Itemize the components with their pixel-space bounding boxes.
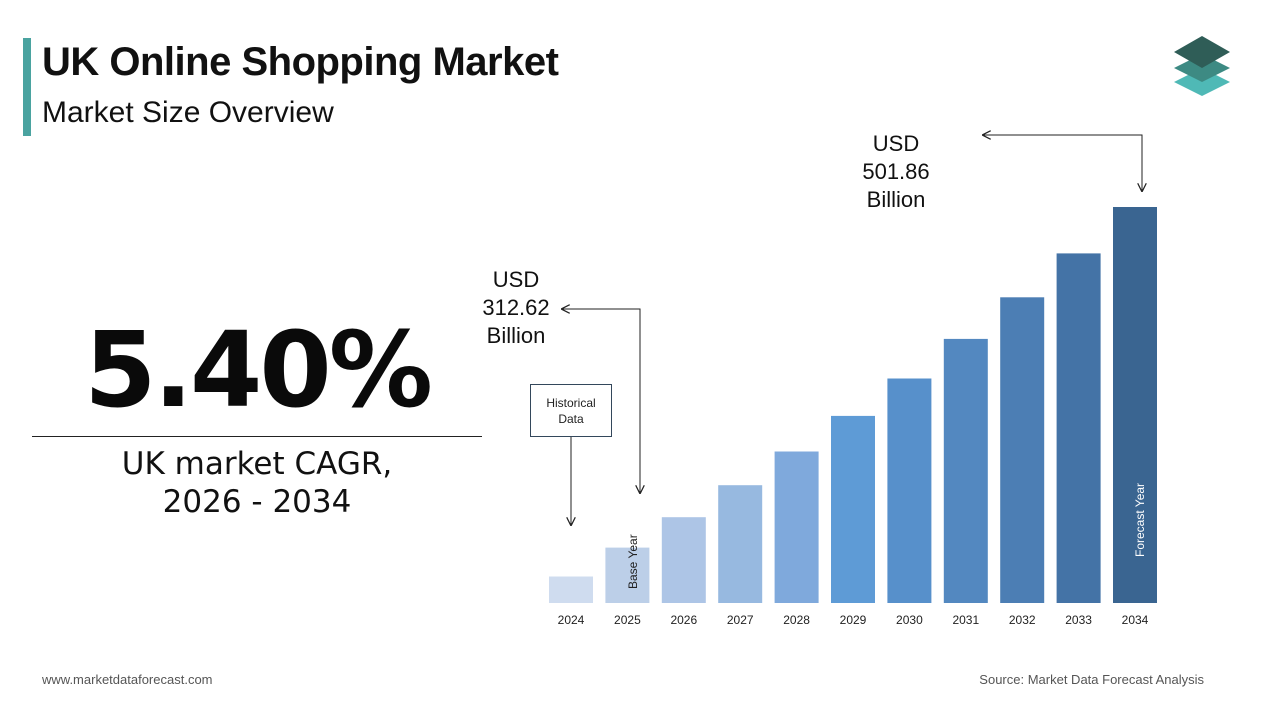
bar-2031 xyxy=(943,338,988,603)
bar-2029 xyxy=(831,415,875,603)
x-tick-label-2033: 2033 xyxy=(1065,613,1092,627)
x-tick-label-2024: 2024 xyxy=(558,613,585,627)
title-accent-bar xyxy=(23,38,31,136)
bar-2033 xyxy=(1056,253,1101,603)
page-subtitle: Market Size Overview xyxy=(42,96,334,129)
bar-2024 xyxy=(549,576,593,603)
end-value-callout: USD 501.86 Billion xyxy=(841,130,951,214)
start-callout-value: 312.62 xyxy=(482,295,550,320)
company-logo-icon xyxy=(1174,36,1230,96)
bar-2027 xyxy=(718,485,763,603)
start-callout-unit: Billion xyxy=(486,323,546,348)
x-tick-label-2031: 2031 xyxy=(952,613,979,627)
end-callout-value: 501.86 xyxy=(862,159,930,184)
x-tick-label-2034: 2034 xyxy=(1122,613,1149,627)
bar-2034 xyxy=(1113,207,1157,603)
cagr-value: 5.40% xyxy=(84,309,433,431)
cagr-label: UK market CAGR, 2026 - 2034 xyxy=(32,445,482,521)
x-tick-label-2026: 2026 xyxy=(670,613,697,627)
cagr-label-line1: UK market CAGR, xyxy=(121,446,393,482)
x-tick-label-2027: 2027 xyxy=(727,613,754,627)
base-year-label: Base Year xyxy=(626,534,640,589)
logo-layer-top xyxy=(1174,36,1230,68)
bars-layer xyxy=(549,207,1157,603)
end-callout-unit: Billion xyxy=(866,187,926,212)
start-callout-currency: USD xyxy=(492,267,540,292)
start-value-callout: USD 312.62 Billion xyxy=(461,266,571,350)
x-tick-label-2028: 2028 xyxy=(783,613,810,627)
cagr-label-line2: 2026 - 2034 xyxy=(162,484,352,520)
page-title: UK Online Shopping Market xyxy=(42,40,559,84)
x-tick-label-2030: 2030 xyxy=(896,613,923,627)
footer-source: Source: Market Data Forecast Analysis xyxy=(979,672,1204,687)
base-year-arrow xyxy=(562,309,640,493)
end-callout-currency: USD xyxy=(872,131,920,156)
bar-2026 xyxy=(661,517,706,603)
bar-2032 xyxy=(1000,297,1045,603)
year-labels-layer: 2024 2025 2026 2027 2028 2029 2030 2031 2032 2033… xyxy=(558,613,1149,627)
x-tick-label-2029: 2029 xyxy=(840,613,867,627)
historical-data-label: Historical Data xyxy=(546,395,596,426)
x-tick-label-2032: 2032 xyxy=(1009,613,1036,627)
x-tick-label-2025: 2025 xyxy=(614,613,641,627)
bar-2030 xyxy=(887,378,932,603)
cagr-divider xyxy=(32,436,482,437)
footer-website: www.marketdataforecast.com xyxy=(42,672,213,687)
forecast-year-label: Forecast Year xyxy=(1133,483,1147,557)
bar-2025 xyxy=(605,547,650,603)
bar-2028 xyxy=(774,451,819,603)
forecast-year-arrow xyxy=(983,135,1142,191)
historical-data-box: Historical Data xyxy=(530,384,612,437)
